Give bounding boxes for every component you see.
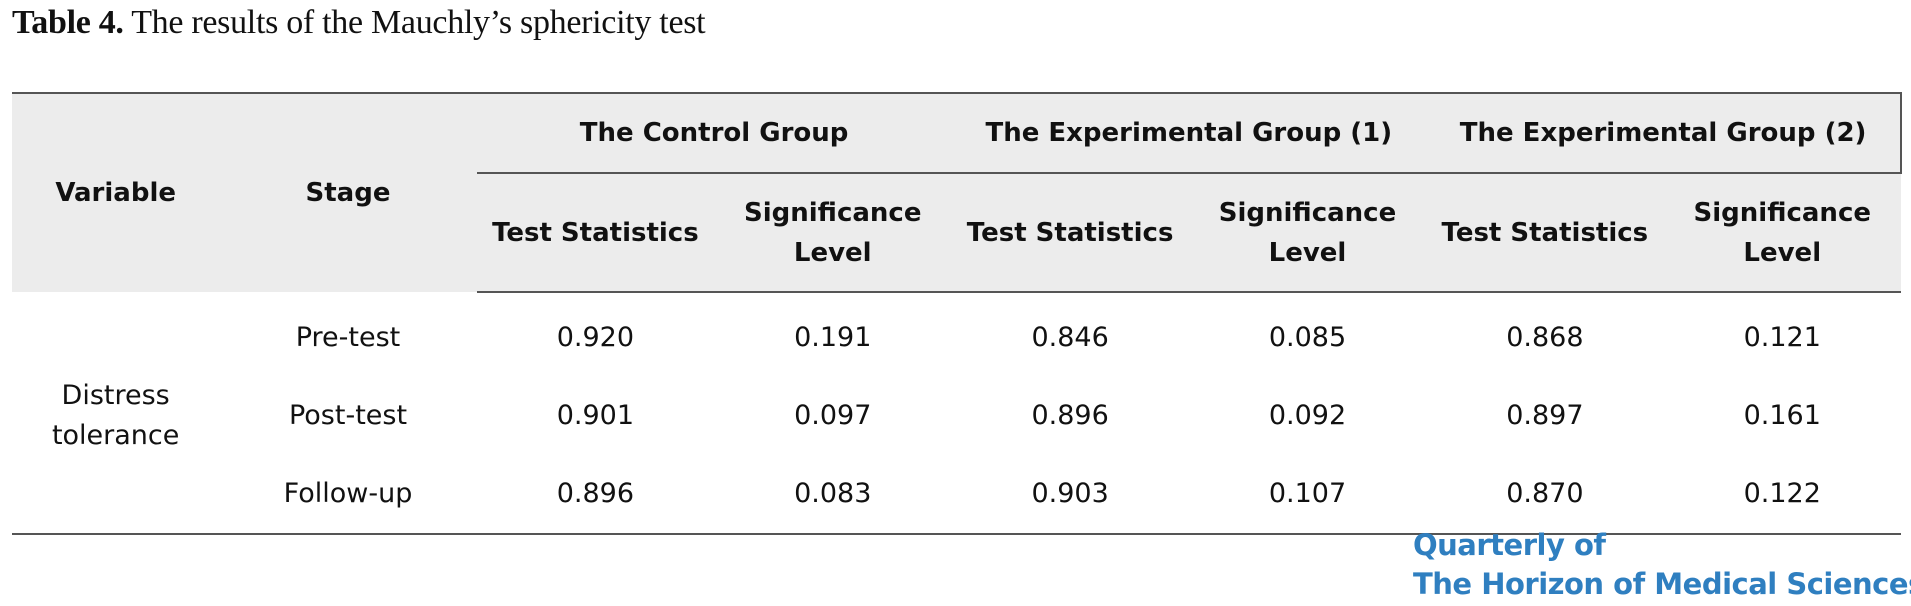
header-test-statistics: Test Statistics <box>951 173 1189 293</box>
value-cell: 0.870 <box>1426 455 1664 535</box>
table-row: Follow-up 0.896 0.083 0.903 0.107 0.870 … <box>12 455 1901 535</box>
value-cell: 0.896 <box>476 455 715 535</box>
value-cell: 0.901 <box>556 400 635 431</box>
caption-text: The results of the Mauchly’s sphericity … <box>123 4 706 41</box>
header-stage: Stage <box>219 92 477 292</box>
value-cell: 0.161 <box>1743 400 1821 431</box>
value-cell: 0.083 <box>714 455 952 535</box>
significance-line2: Level <box>793 237 872 268</box>
table-row: Distress tolerance Pre-test 0.920 0.191 0… <box>12 292 1901 535</box>
header-control-group: The Control Group <box>476 92 952 174</box>
stage-cell: Follow-up <box>219 455 477 535</box>
value-cell: 0.191 <box>794 322 872 353</box>
caption-label: Table 4. <box>12 4 124 41</box>
journal-logo: Quarterly of The Horizon of Medical Scie… <box>1413 526 1911 604</box>
header-test-statistics: Test Statistics <box>1426 173 1664 293</box>
value-cell: 0.097 <box>794 400 872 431</box>
significance-line1: Significance <box>1693 197 1871 228</box>
value-cell: 0.121 <box>1743 322 1821 353</box>
logo-line2: The Horizon of Medical Sciences <box>1413 567 1911 601</box>
value-cell: 0.903 <box>951 455 1189 535</box>
variable-line2: tolerance <box>51 419 180 451</box>
value-cell: 0.122 <box>1663 455 1901 535</box>
header-test-statistics: Test Statistics <box>476 173 715 293</box>
table-row: Post-test 0.901 0.097 0.896 0.092 0.897 … <box>12 377 1901 455</box>
header-variable: Variable <box>12 92 220 292</box>
header-significance-level: Significance Level <box>1663 173 1901 293</box>
table-caption: Table 4. The results of the Mauchly’s sp… <box>12 4 706 42</box>
value-cell: 0.868 <box>1506 322 1584 353</box>
table-header: Variable Stage The Control Group The Exp… <box>12 92 1902 293</box>
significance-line2: Level <box>1743 237 1822 268</box>
variable-line1: Distress <box>61 379 170 411</box>
significance-line1: Significance <box>1218 197 1397 228</box>
value-cell: 0.846 <box>1031 322 1109 353</box>
variable-cell: Distress tolerance <box>12 292 220 535</box>
header-experimental-group-2: The Experimental Group (2) <box>1426 92 1902 174</box>
significance-line2: Level <box>1268 237 1347 268</box>
table-body: Distress tolerance Pre-test 0.920 0.191 0… <box>12 292 1901 535</box>
value-cell: 0.092 <box>1268 400 1347 431</box>
value-cell: 0.107 <box>1188 455 1427 535</box>
header-significance-level: Significance Level <box>1188 173 1427 293</box>
value-cell: 0.920 <box>556 322 635 353</box>
header-significance-level: Significance Level <box>714 173 952 293</box>
significance-line1: Significance <box>744 197 922 228</box>
value-cell: 0.897 <box>1506 400 1584 431</box>
value-cell: 0.085 <box>1268 322 1347 353</box>
stage-cell: Post-test <box>288 400 408 431</box>
header-experimental-group-1: The Experimental Group (1) <box>951 92 1427 174</box>
value-cell: 0.896 <box>1031 400 1109 431</box>
logo-line1: Quarterly of <box>1413 528 1606 562</box>
stage-cell: Pre-test <box>295 321 401 353</box>
sphericity-results-table: Variable Stage The Control Group The Exp… <box>12 92 1902 535</box>
